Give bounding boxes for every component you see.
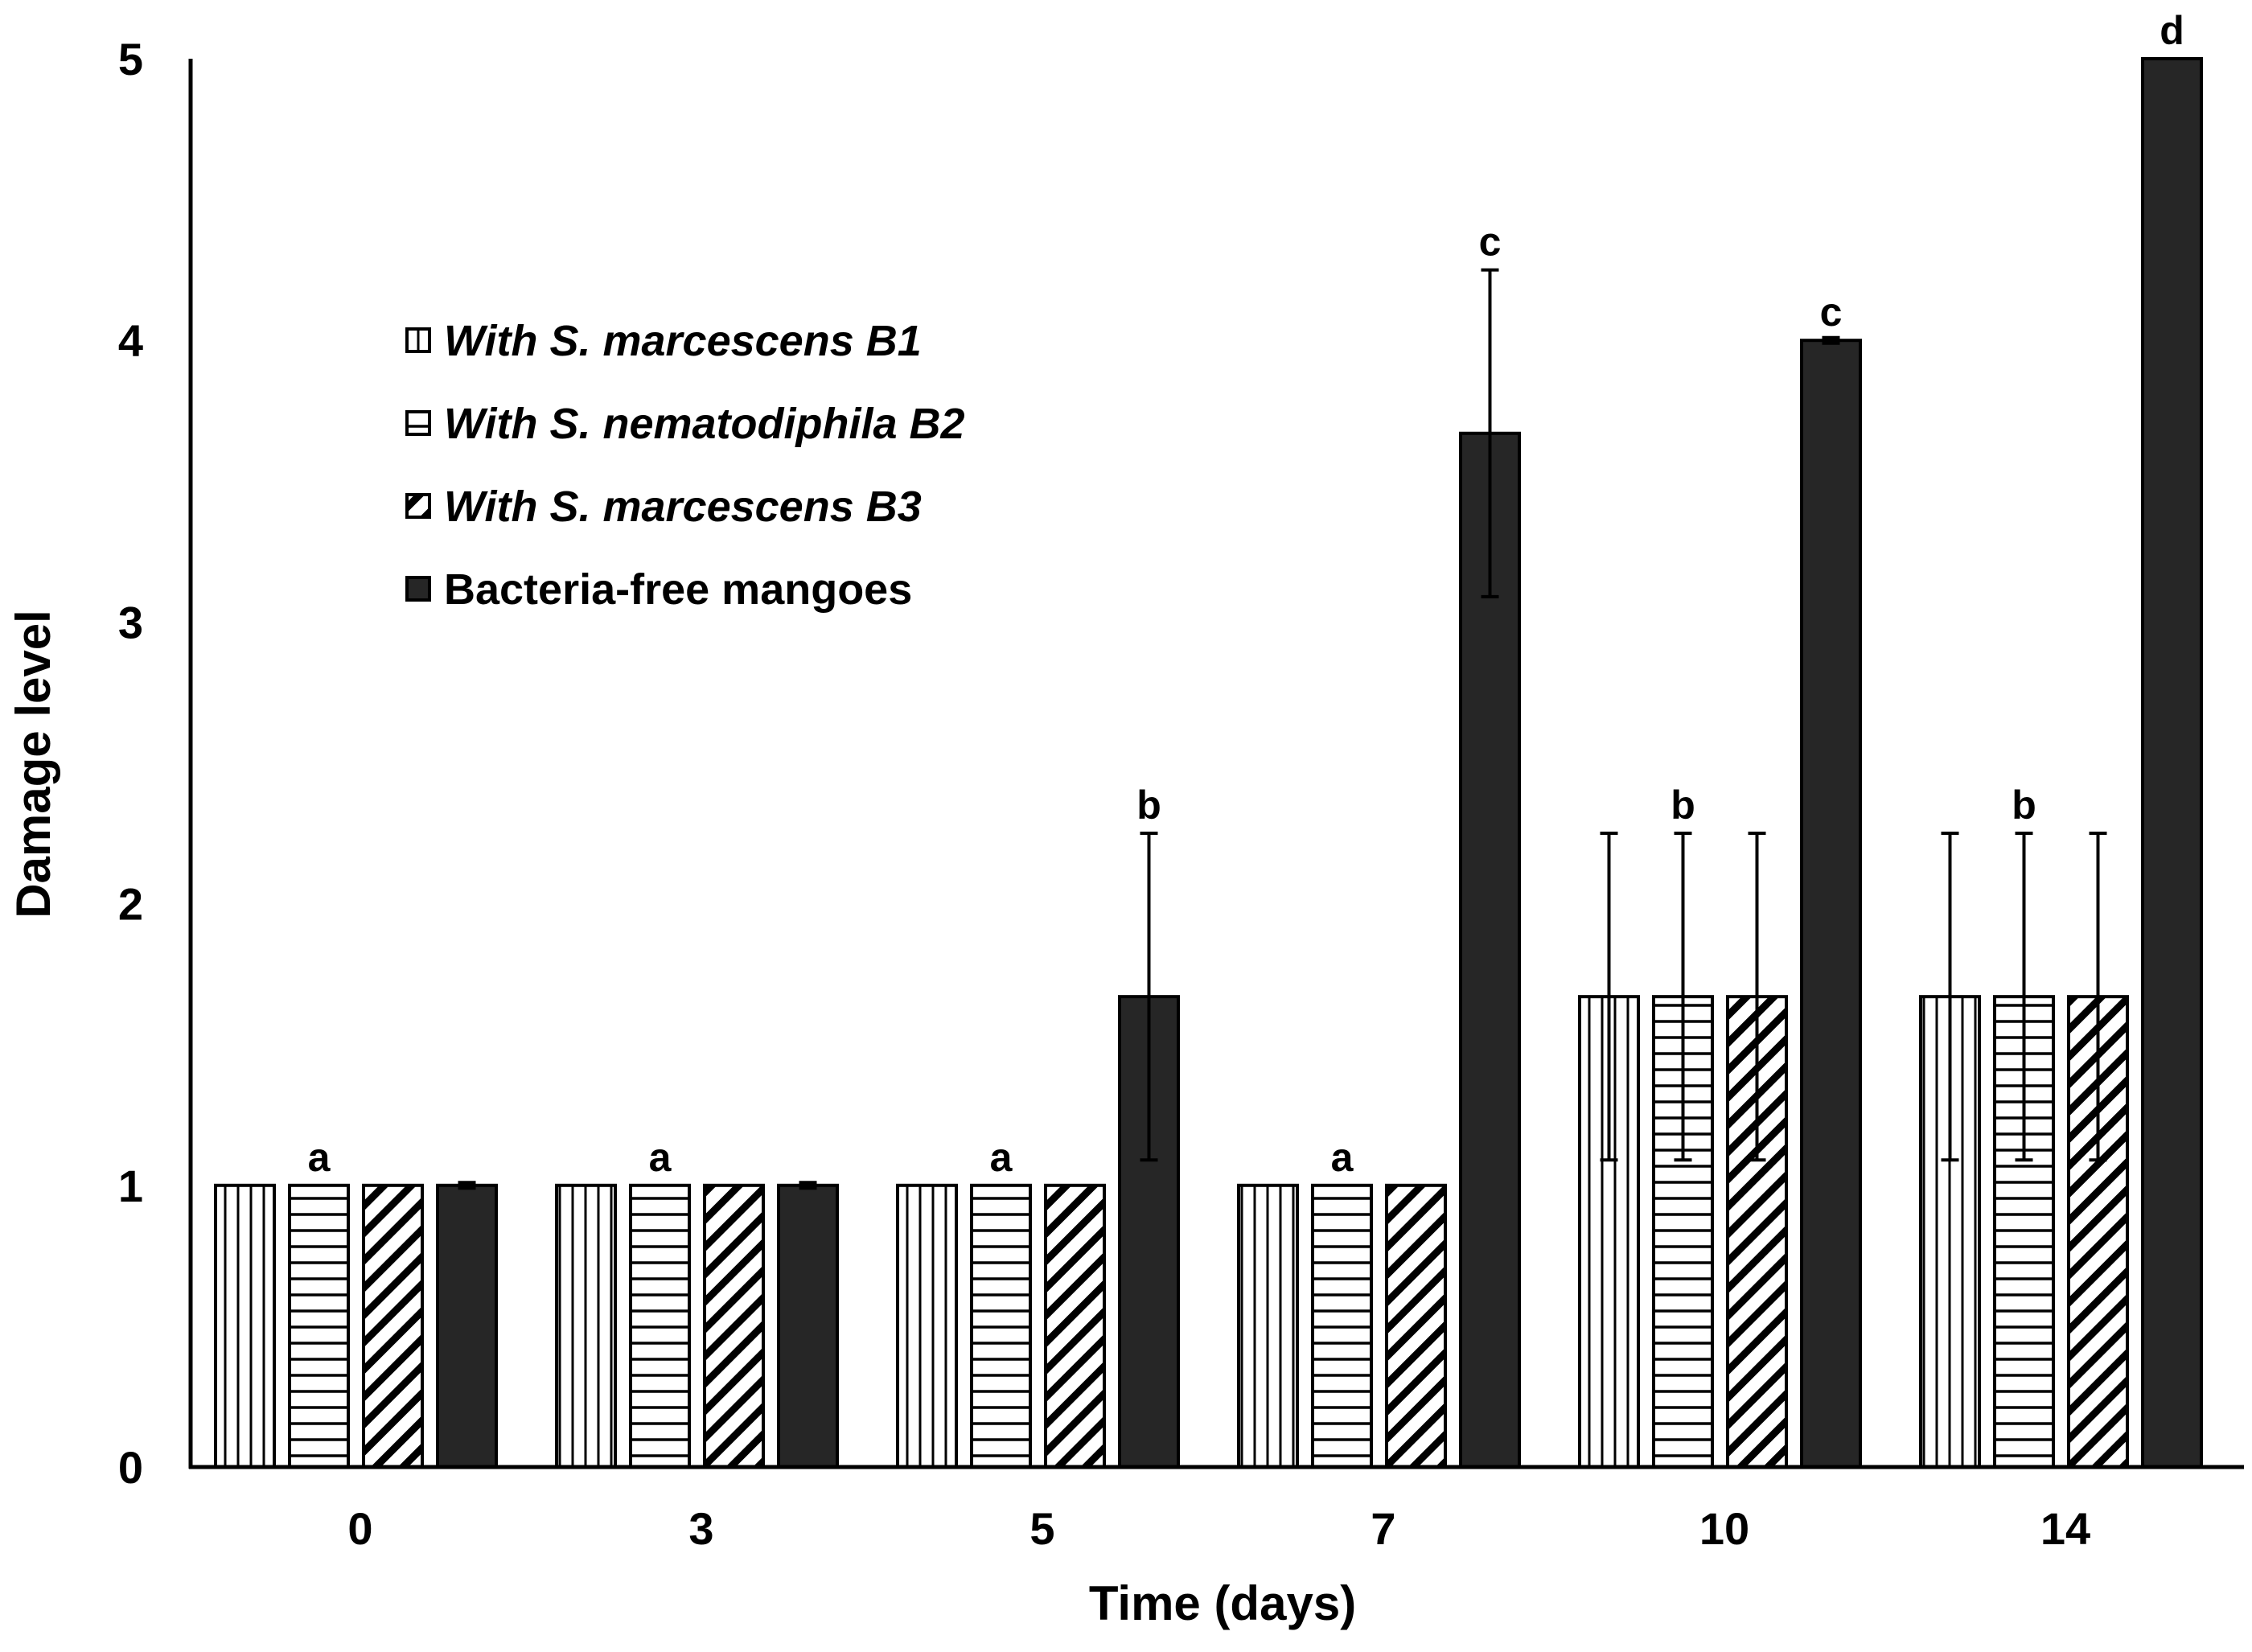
legend-label: Bacteria-free mangoes [444,565,912,614]
legend-swatch-solid [405,576,431,602]
y-tick-label: 1 [118,1161,143,1211]
legend-label: With S. nematodiphila B2 [444,400,965,448]
error-bar-solid-day-10 [1822,335,1840,345]
significance-labels-layer: a a a b a c b c b d [308,8,2184,1180]
legend-swatch-vertical [405,327,431,353]
y-axis-title: Damage level [6,610,60,918]
bar-solid-day-7 [1459,431,1521,1469]
error-bar-solid-day-5 [1140,832,1158,1162]
bars-layer [214,57,2203,1469]
bar-vertical-day-7 [1237,1183,1299,1469]
bar-horizontal-day-7 [1311,1183,1373,1469]
bar-horizontal-day-0 [288,1183,350,1469]
y-tick-label: 3 [118,597,143,647]
legend-swatch-horizontal [405,410,431,436]
legend: With S. marcescens B1 With S. nematodiphi… [405,317,965,614]
bar-diagonal-day-5 [1044,1183,1106,1469]
error-bar-solid-day-7 [1481,268,1499,598]
error-bar-diagonal-day-10 [1748,832,1766,1162]
y-tick-label: 4 [118,315,143,366]
legend-item: With S. marcescens B3 [405,483,922,531]
significance-letter: a [649,1135,672,1180]
significance-letter: c [1479,220,1502,265]
x-axis-title: Time (days) [1089,1576,1356,1630]
x-tick-labels: 0 3 5 7 10 14 [347,1503,2090,1554]
legend-label: With S. marcescens B3 [444,483,922,531]
legend-item: Bacteria-free mangoes [405,565,912,614]
x-tick-label: 5 [1029,1503,1054,1554]
significance-letter: a [1331,1135,1354,1180]
bar-diagonal-day-3 [703,1183,765,1469]
significance-letter: d [2160,8,2184,53]
significance-letter: c [1820,290,1843,335]
bar-vertical-day-3 [555,1183,617,1469]
bar-diagonal-day-7 [1385,1183,1447,1469]
error-bar-vertical-day-10 [1600,832,1618,1162]
error-bar-solid-day-3 [799,1181,817,1190]
significance-letter: a [990,1135,1013,1180]
bar-solid-day-10 [1800,339,1862,1469]
significance-letter: b [2012,783,2036,828]
significance-letter: a [308,1135,331,1180]
bar-diagonal-day-0 [362,1183,424,1469]
error-bar-vertical-day-14 [1941,832,1959,1162]
error-bar-horizontal-day-14 [2015,832,2033,1162]
bar-horizontal-day-3 [629,1183,691,1469]
legend-swatch-diagonal [405,493,431,519]
x-tick-label: 7 [1371,1503,1395,1554]
bar-solid-day-3 [777,1183,839,1469]
x-tick-label: 0 [347,1503,372,1554]
y-tick-label: 2 [118,879,143,930]
bar-horizontal-day-10 [1652,995,1714,1469]
x-tick-label: 3 [688,1503,713,1554]
legend-label: With S. marcescens B1 [444,317,922,365]
bar-vertical-day-0 [214,1183,276,1469]
x-tick-label: 14 [2040,1503,2090,1554]
bar-solid-day-0 [436,1183,498,1469]
legend-item: With S. marcescens B1 [405,317,922,365]
significance-letter: b [1671,783,1695,828]
y-tick-label: 5 [118,34,143,84]
y-tick-labels: 0 1 2 3 4 5 [118,34,143,1493]
error-bar-solid-day-0 [458,1181,476,1190]
y-tick-label: 0 [118,1442,143,1493]
bar-horizontal-day-5 [970,1183,1032,1469]
error-bar-diagonal-day-14 [2089,832,2107,1162]
bar-solid-day-14 [2141,57,2203,1469]
bar-vertical-day-5 [896,1183,958,1469]
error-bars-layer [458,268,2107,1190]
legend-item: With S. nematodiphila B2 [405,400,965,448]
error-bar-horizontal-day-10 [1674,832,1692,1162]
significance-letter: b [1136,783,1161,828]
x-tick-label: 10 [1699,1503,1749,1554]
